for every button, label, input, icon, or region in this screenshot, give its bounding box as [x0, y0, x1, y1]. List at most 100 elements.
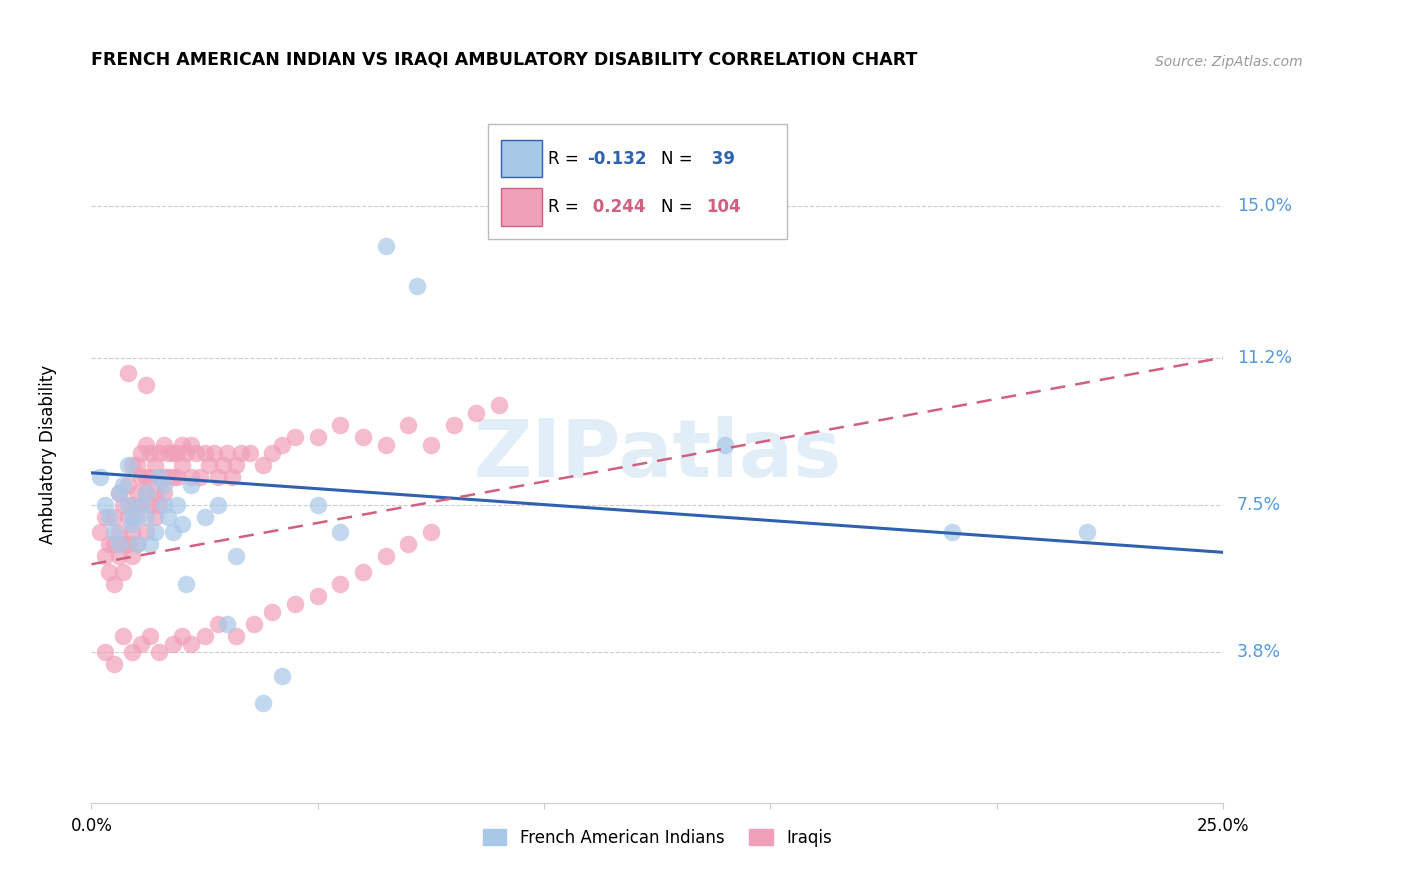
Point	[121, 509, 143, 524]
Point	[112, 565, 135, 579]
Point	[419, 525, 441, 540]
Point	[89, 525, 111, 540]
Point	[157, 509, 180, 524]
Point	[374, 549, 396, 564]
Point	[170, 438, 193, 452]
Point	[176, 446, 198, 460]
Point	[112, 477, 135, 491]
FancyBboxPatch shape	[501, 140, 541, 178]
Point	[117, 477, 139, 491]
Text: Ambulatory Disability: Ambulatory Disability	[39, 366, 58, 544]
Point	[406, 279, 429, 293]
Text: 11.2%: 11.2%	[1237, 349, 1292, 367]
Point	[125, 458, 148, 472]
Point	[170, 517, 193, 532]
Point	[166, 470, 188, 484]
Point	[488, 398, 510, 412]
Point	[94, 509, 117, 524]
Point	[465, 406, 488, 420]
Point	[125, 509, 148, 524]
Point	[307, 589, 329, 603]
Point	[107, 485, 129, 500]
Point	[148, 470, 170, 484]
Point	[89, 470, 111, 484]
Point	[129, 470, 152, 484]
Point	[176, 577, 198, 591]
Point	[143, 485, 166, 500]
Point	[396, 537, 419, 551]
Point	[98, 509, 121, 524]
Point	[107, 485, 129, 500]
Text: -0.132: -0.132	[588, 150, 647, 168]
Text: R =: R =	[547, 150, 583, 168]
Point	[239, 446, 262, 460]
Point	[153, 498, 176, 512]
Point	[198, 458, 221, 472]
Text: FRENCH AMERICAN INDIAN VS IRAQI AMBULATORY DISABILITY CORRELATION CHART: FRENCH AMERICAN INDIAN VS IRAQI AMBULATO…	[91, 51, 918, 69]
Point	[129, 446, 152, 460]
Point	[112, 629, 135, 643]
Point	[162, 446, 184, 460]
Point	[135, 485, 157, 500]
Point	[153, 477, 176, 491]
Point	[374, 239, 396, 253]
Point	[217, 446, 239, 460]
Text: 7.5%: 7.5%	[1237, 496, 1281, 514]
Point	[103, 509, 125, 524]
Point	[117, 509, 139, 524]
Point	[153, 438, 176, 452]
Point	[270, 668, 292, 682]
Point	[139, 498, 162, 512]
Point	[153, 485, 176, 500]
Point	[329, 525, 352, 540]
Point	[148, 470, 170, 484]
Point	[121, 517, 143, 532]
Point	[143, 525, 166, 540]
Point	[157, 446, 180, 460]
Point	[207, 470, 229, 484]
Point	[103, 577, 125, 591]
Point	[121, 645, 143, 659]
Point	[211, 458, 233, 472]
Point	[225, 549, 247, 564]
Point	[193, 509, 217, 524]
Point	[125, 485, 148, 500]
Point	[143, 458, 166, 472]
FancyBboxPatch shape	[501, 188, 541, 226]
Text: 3.8%: 3.8%	[1237, 643, 1281, 661]
Text: N =: N =	[661, 150, 697, 168]
Point	[941, 525, 963, 540]
Point	[117, 498, 139, 512]
Point	[135, 438, 157, 452]
Point	[225, 629, 247, 643]
Point	[180, 477, 202, 491]
Point	[98, 537, 121, 551]
Point	[193, 629, 217, 643]
Text: 15.0%: 15.0%	[1237, 197, 1292, 216]
Point	[117, 537, 139, 551]
Text: ZIPatlas: ZIPatlas	[474, 416, 841, 494]
Point	[217, 616, 239, 631]
Point	[419, 438, 441, 452]
Point	[139, 470, 162, 484]
Point	[94, 549, 117, 564]
Point	[139, 446, 162, 460]
Point	[193, 446, 217, 460]
Point	[1076, 525, 1098, 540]
Point	[135, 485, 157, 500]
Point	[307, 430, 329, 444]
Point	[170, 629, 193, 643]
Point	[121, 549, 143, 564]
Point	[121, 498, 143, 512]
Point	[180, 637, 202, 651]
Point	[180, 438, 202, 452]
Text: Source: ZipAtlas.com: Source: ZipAtlas.com	[1154, 54, 1302, 69]
Point	[180, 470, 202, 484]
Point	[139, 629, 162, 643]
Point	[443, 418, 465, 433]
Point	[148, 498, 170, 512]
Point	[188, 470, 211, 484]
Point	[162, 470, 184, 484]
Point	[143, 509, 166, 524]
Point	[103, 537, 125, 551]
